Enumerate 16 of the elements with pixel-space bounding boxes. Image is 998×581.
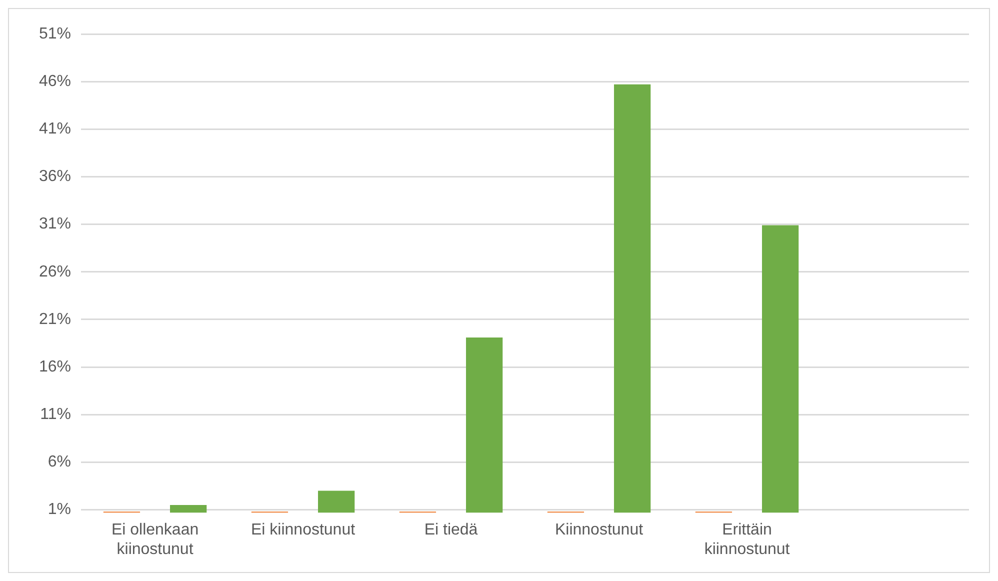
- x-tick-label: Ei tiedä: [424, 522, 478, 539]
- y-tick-label: 36%: [38, 168, 72, 186]
- y-tick-label: 46%: [38, 72, 72, 90]
- y-tick-label: 11%: [40, 406, 72, 424]
- x-tick-label: Ei kiinnostunut: [250, 522, 356, 539]
- x-tick-label: Erittäin kiinnostunut: [704, 522, 790, 558]
- y-tick-label: 1%: [48, 501, 72, 518]
- y-tick-label: 26%: [38, 263, 72, 280]
- y-tick-label: 41%: [38, 120, 72, 138]
- x-tick-label: Ei ollenkaan kiinostunut: [111, 522, 199, 558]
- y-tick-label: 16%: [38, 358, 72, 376]
- y-tick-label: 51%: [38, 25, 72, 42]
- x-tick-label: Kiinnostunut: [554, 522, 644, 539]
- y-tick-label: 31%: [38, 216, 72, 233]
- y-tick-label: 6%: [48, 454, 72, 471]
- y-tick-label: 21%: [38, 310, 72, 328]
